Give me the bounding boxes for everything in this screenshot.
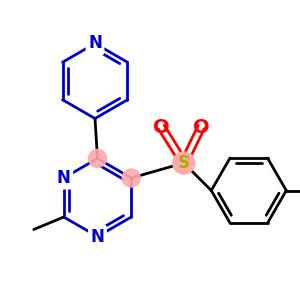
Circle shape [88, 149, 106, 167]
Text: O: O [153, 118, 169, 136]
Text: N: N [57, 169, 71, 187]
Text: S: S [178, 154, 190, 172]
Text: N: N [88, 34, 102, 52]
Circle shape [122, 169, 140, 187]
Text: N: N [91, 227, 104, 245]
Text: O: O [193, 118, 210, 136]
Circle shape [173, 152, 195, 174]
